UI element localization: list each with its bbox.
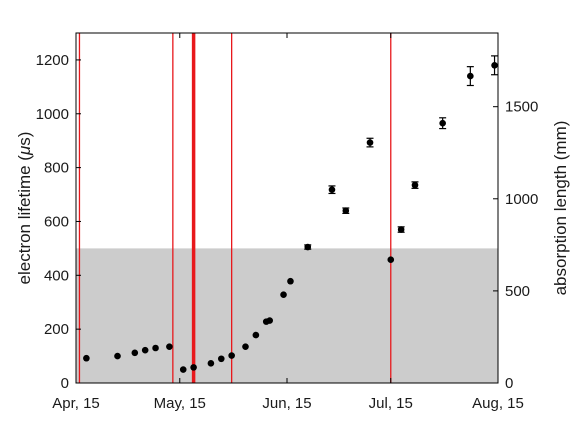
data-point xyxy=(207,360,215,367)
data-point xyxy=(304,243,312,251)
data-point xyxy=(141,346,149,354)
x-tick-label: Apr, 15 xyxy=(52,395,100,412)
data-point xyxy=(439,119,446,127)
data-point xyxy=(366,139,374,146)
data-point xyxy=(491,62,498,69)
data-point xyxy=(411,181,419,189)
data-point xyxy=(266,317,274,324)
y-left-title-prefix: electron lifetime ( xyxy=(15,155,34,285)
data-point xyxy=(280,291,287,298)
data-point xyxy=(83,354,90,362)
data-point xyxy=(152,344,159,352)
data-point xyxy=(328,186,336,193)
y-right-axis-ticks: 0 500 1000 1500 xyxy=(493,99,538,392)
data-point xyxy=(342,207,350,214)
y-left-tick-label: 1200 xyxy=(36,52,69,69)
x-tick-label: May, 15 xyxy=(154,395,206,412)
data-point xyxy=(228,352,235,359)
data-point xyxy=(131,349,139,357)
data-point xyxy=(179,366,187,373)
y-left-tick-label: 200 xyxy=(44,321,69,338)
data-point xyxy=(467,72,474,80)
y-left-title-mu: μ xyxy=(15,145,34,156)
y-left-tick-label: 400 xyxy=(44,267,69,284)
y-right-tick-label: 1500 xyxy=(505,99,538,116)
y-left-tick-label: 800 xyxy=(44,160,69,177)
data-point xyxy=(242,343,249,350)
data-points xyxy=(83,55,499,373)
data-point xyxy=(114,352,121,360)
x-axis-ticks: Apr, 15 May, 15 Jun, 15 Jul, 15 Aug, 15 xyxy=(52,33,524,412)
y-left-axis-title: electron lifetime (μs) xyxy=(15,132,34,285)
y-left-tick-label: 600 xyxy=(44,213,69,230)
data-point xyxy=(217,355,225,363)
data-point xyxy=(190,364,197,371)
x-tick-label: Jun, 15 xyxy=(262,395,311,412)
y-left-title-suffix: s) xyxy=(15,132,34,146)
data-point xyxy=(387,256,395,263)
data-point xyxy=(252,331,260,339)
vertical-lines xyxy=(78,33,392,383)
x-tick-label: Jul, 15 xyxy=(369,395,413,412)
data-point xyxy=(166,343,173,350)
y-right-tick-label: 0 xyxy=(505,375,513,392)
y-right-tick-label: 1000 xyxy=(505,191,538,208)
y-left-tick-label: 0 xyxy=(61,375,69,392)
y-right-axis-title: absorption length (mm) xyxy=(551,121,570,296)
x-tick-label: Aug, 15 xyxy=(472,395,524,412)
y-left-tick-label: 1000 xyxy=(36,106,69,123)
y-right-tick-label: 500 xyxy=(505,283,530,300)
y-left-axis-ticks: 0 200 400 600 800 1000 1200 xyxy=(36,52,81,392)
data-point xyxy=(397,226,405,233)
data-point xyxy=(287,277,294,285)
shaded-band xyxy=(76,248,498,383)
